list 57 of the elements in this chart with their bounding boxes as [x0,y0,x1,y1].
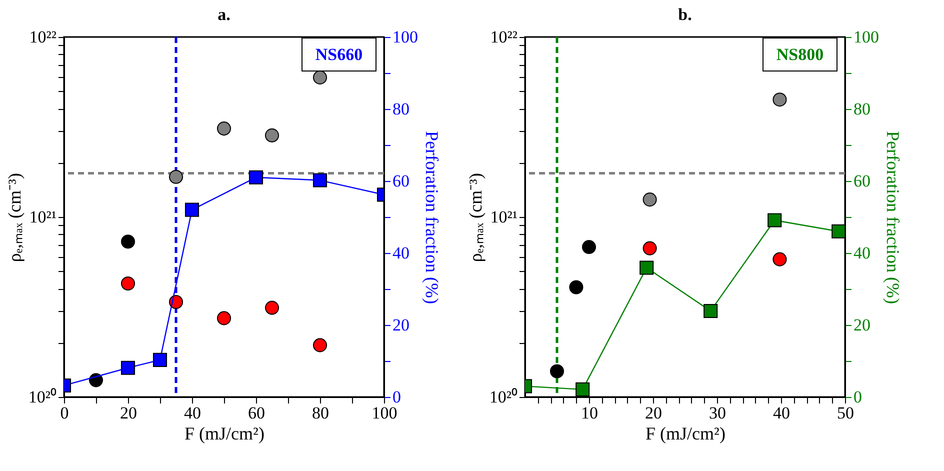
point [120,276,136,291]
y-axis-title: ρₑ,ₘₐₓ (cm⁻³) [4,172,24,262]
y2-tick-label: 100 [392,28,418,46]
point [120,234,136,249]
point [168,295,184,310]
y-tick-label: 10²⁰ [28,388,56,406]
x-tick-label: 40 [773,404,790,422]
point [312,70,328,84]
point [569,280,584,294]
y-tick-label: 10²² [490,28,518,46]
y2-tick-label: 80 [854,100,870,118]
x-axis-title: F (mJ/cm²) [184,424,264,444]
point [88,373,104,388]
chart-title: b. [678,5,692,24]
y-tick-label: 10²² [29,28,56,46]
y-tick-label: 10²¹ [490,208,518,226]
y2-tick-label: 20 [392,316,410,334]
point [264,128,280,142]
point [168,170,184,184]
x-tick-label: 40 [184,404,201,422]
x-axis-title: F (mJ/cm²) [646,424,726,444]
chart-title: a. [218,5,230,24]
x-tick-label: 10 [581,404,598,422]
y2-tick-label: 60 [854,172,870,190]
point [772,92,787,107]
x-tick-label: 20 [120,404,137,422]
point [264,300,280,315]
x-tick-label: 100 [372,404,398,422]
y2-tick-label: 80 [392,100,410,118]
annotation: NS660 [315,45,363,64]
y2-tick-label: 20 [854,316,870,334]
y2-tick-label: 100 [854,28,879,46]
y-axis-title: ρₑ,ₘₐₓ (cm⁻³) [465,172,486,262]
point [216,122,232,136]
point [642,192,657,207]
point [582,240,596,254]
point [772,252,787,266]
point [216,311,232,326]
point [312,338,328,352]
point [550,364,564,378]
x-tick-label: 80 [312,404,329,422]
x-tick-label: 60 [248,404,265,422]
y-tick-label: 10²⁰ [489,388,518,406]
x-tick-label: 20 [645,404,662,422]
y2-tick-label: 60 [392,172,410,190]
y2-axis-title: Perforation fraction (%) [883,131,903,304]
x-tick-label: 0 [60,404,69,422]
x-tick-label: 30 [709,404,726,422]
y2-axis-title: Perforation fraction (%) [422,131,442,304]
y2-tick-label: 40 [854,244,870,262]
y2-tick-label: 0 [854,388,862,406]
y-tick-label: 10²¹ [29,208,56,226]
x-tick-label: 50 [837,404,854,422]
point [642,241,657,256]
y2-tick-label: 40 [392,244,410,262]
annotation: NS800 [776,45,824,64]
y2-tick-label: 0 [392,388,401,406]
